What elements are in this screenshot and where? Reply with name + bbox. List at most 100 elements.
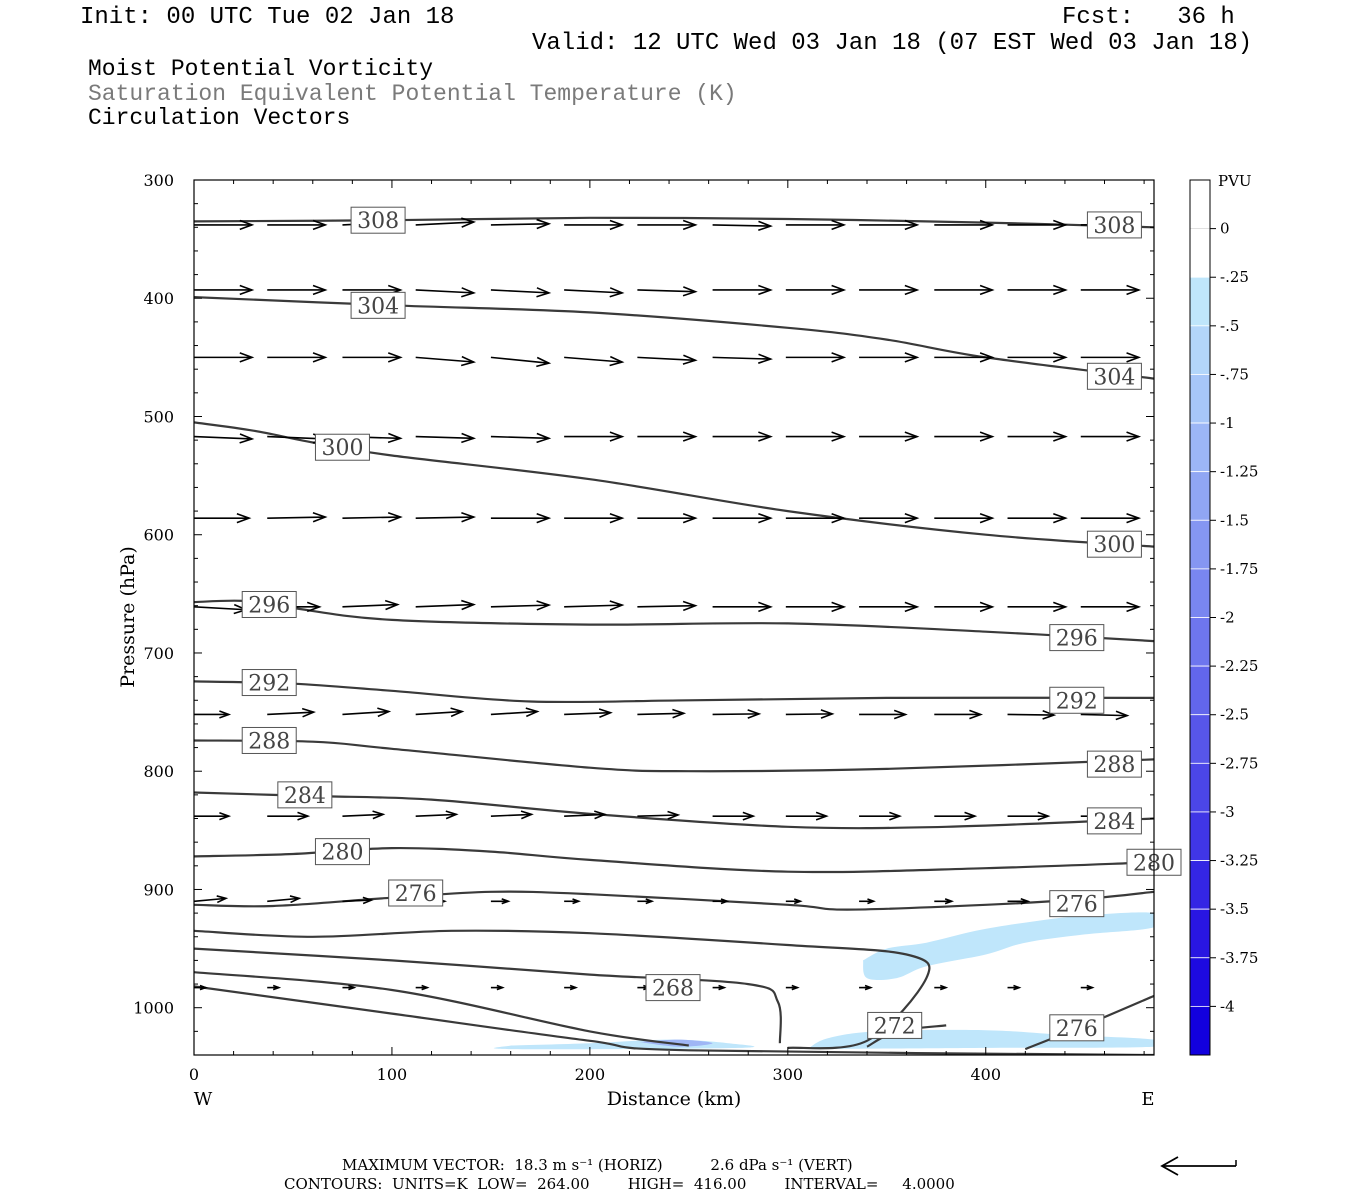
y-tick-label: 700 — [143, 644, 174, 663]
contour-label-300: 300 — [314, 433, 370, 461]
colorbar-box — [1189, 714, 1211, 764]
circulation-vector — [415, 432, 477, 444]
circulation-vector — [490, 432, 552, 444]
circulation-vector — [415, 707, 465, 718]
maximum-vector-text: MAXIMUM VECTOR: 18.3 m s⁻¹ (HORIZ) 2.6 d… — [342, 1156, 853, 1174]
circulation-vector — [1007, 219, 1068, 231]
circulation-vector — [342, 707, 392, 718]
circulation-vector — [785, 811, 829, 821]
contour-label-288: 288 — [241, 726, 297, 754]
colorbar-label: -1.25 — [1220, 463, 1258, 481]
circulation-vector — [1080, 352, 1142, 363]
contour-label-280: 280 — [314, 838, 370, 866]
contour-label-276: 276 — [1049, 890, 1105, 918]
circulation-vector — [342, 512, 403, 523]
contour-label-296: 296 — [241, 590, 297, 618]
circulation-vector — [934, 431, 995, 442]
circulation-vector — [785, 284, 847, 296]
circulation-vector — [934, 601, 995, 613]
circulation-vector — [859, 284, 920, 296]
circulation-vector — [267, 352, 328, 363]
circulation-vector — [859, 984, 874, 991]
circulation-vector — [1080, 601, 1142, 613]
colorbar-box — [1189, 568, 1211, 618]
theta-contour-292-4 — [194, 680, 1154, 704]
circulation-vector — [194, 603, 249, 615]
circulation-vector — [267, 895, 302, 904]
circulation-vector — [564, 600, 625, 611]
theta-contour-288-5 — [194, 739, 1154, 773]
circulation-vector — [785, 512, 847, 524]
circulation-vector — [490, 356, 552, 368]
circulation-vector — [415, 984, 430, 991]
svg-text:304: 304 — [357, 294, 399, 319]
circulation-vector — [712, 512, 773, 524]
circulation-vector — [267, 984, 282, 991]
circulation-vector — [934, 352, 995, 363]
circulation-vector — [1080, 984, 1095, 991]
circulation-vector — [194, 284, 255, 296]
y-tick-label: 300 — [143, 171, 174, 190]
circulation-vector — [342, 810, 386, 820]
circulation-vector — [194, 433, 255, 444]
circulation-vector — [785, 898, 803, 905]
circulation-vector — [1007, 284, 1068, 296]
contour-label-300: 300 — [1086, 530, 1142, 558]
circulation-vector — [859, 811, 903, 821]
colorbar-label: -.5 — [1220, 317, 1239, 335]
axes-layer: 300 400 500 600 700 800 900 1000 0 100 200 300 400 — [133, 171, 1154, 1084]
circulation-vector — [490, 707, 540, 718]
circulation-vector — [194, 512, 252, 524]
circulation-vector — [712, 601, 773, 613]
svg-text:300: 300 — [321, 436, 363, 461]
colorbar-box — [1189, 860, 1211, 910]
circulation-vector — [1080, 512, 1142, 524]
theta-contour-unlabeled-12 — [194, 971, 689, 1047]
circulation-vector — [490, 898, 511, 905]
circulation-vector — [415, 512, 477, 523]
forecast-hour-label: Fcst: 36 h — [1062, 4, 1235, 31]
colorbar-label: -1.5 — [1220, 511, 1249, 529]
svg-text:300: 300 — [1093, 533, 1135, 558]
contour-label-268: 268 — [645, 974, 701, 1002]
reference-vector-arrow — [1160, 1156, 1237, 1176]
circulation-vector — [1080, 710, 1130, 721]
theta-contour-284-6 — [194, 791, 1154, 830]
y-tick-label: 800 — [143, 762, 174, 781]
title-theta-es: Saturation Equivalent Potential Temperat… — [88, 81, 737, 107]
circulation-vector — [934, 811, 978, 821]
circulation-vector — [564, 355, 625, 367]
circulation-vector — [564, 219, 625, 231]
circulation-vector — [712, 984, 727, 991]
colorbar-label: -3.5 — [1220, 900, 1249, 918]
circulation-vector — [267, 707, 316, 718]
colorbar-box — [1189, 228, 1211, 278]
circulation-vector — [194, 811, 232, 821]
theta-contour-unlabeled-9 — [194, 929, 931, 1050]
x-axis-title: Distance (km) — [607, 1088, 742, 1110]
colorbar-label: -3.25 — [1220, 852, 1258, 870]
circulation-vector — [712, 709, 762, 719]
circulation-vector — [1007, 897, 1031, 905]
colorbar-label: -3 — [1220, 803, 1235, 821]
circulation-vector — [564, 287, 625, 298]
circulation-vector — [859, 431, 920, 442]
colorbar-box — [1189, 325, 1211, 375]
circulation-vector — [859, 709, 908, 720]
pv-region-0 — [863, 912, 1154, 980]
circulation-vector — [267, 811, 311, 821]
circulation-vector — [194, 984, 208, 991]
circulation-vector — [342, 984, 357, 991]
colorbar-label: -2 — [1220, 609, 1235, 627]
circulation-vector — [564, 708, 613, 718]
title-circulation-vectors: Circulation Vectors — [88, 105, 351, 131]
circulation-vector — [712, 811, 756, 821]
contour-info-text: CONTOURS: UNITS=K LOW= 264.00 HIGH= 416.… — [284, 1175, 955, 1193]
contour-label-layer: 308 308 304 304 300 300 296 296 292 292 288 288 284 2… — [241, 206, 1182, 1042]
circulation-vector — [342, 599, 400, 611]
svg-text:276: 276 — [1056, 893, 1098, 918]
svg-text:288: 288 — [1093, 753, 1135, 778]
west-label: W — [194, 1089, 213, 1110]
circulation-vector — [564, 512, 625, 524]
circulation-vector — [637, 810, 681, 820]
